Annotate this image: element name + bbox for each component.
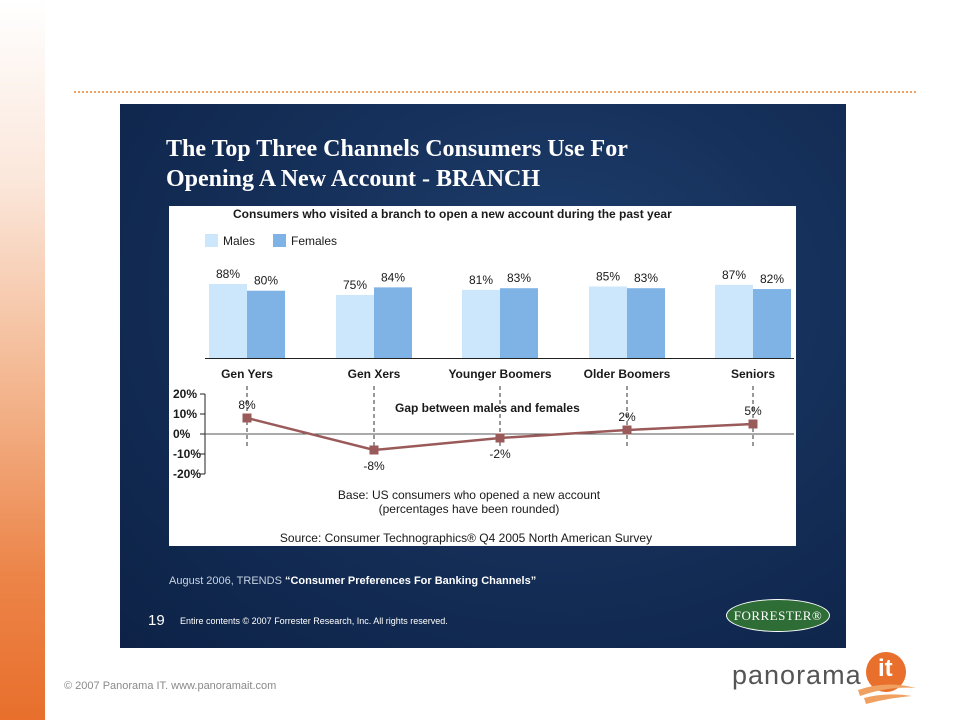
report-source-prefix: August 2006, TRENDS	[169, 575, 285, 587]
bar-value-label: 87%	[722, 268, 746, 282]
title-line-1: The Top Three Channels Consumers Use For	[166, 136, 628, 162]
category-label: Seniors	[731, 367, 775, 381]
bar-chart-title: Consumers who visited a branch to open a…	[233, 207, 672, 221]
gap-point	[242, 413, 252, 423]
bar-value-label: 84%	[381, 270, 405, 284]
base-note-line1: Base: US consumers who opened a new acco…	[338, 488, 601, 502]
gap-value-label: -2%	[489, 447, 511, 461]
gap-chart-title: Gap between males and females	[395, 401, 580, 415]
logo-it-mark: it	[878, 655, 893, 682]
forrester-logo: FORRESTER®	[726, 599, 830, 632]
slide-copyright: Entire contents © 2007 Forrester Researc…	[180, 616, 448, 626]
bar-labels-group: 88% 80% 75% 84% 81% 83% 85% 83% 87% 82%	[216, 267, 784, 292]
bar-females-1	[247, 290, 285, 358]
slide-image: The Top Three Channels Consumers Use For…	[120, 104, 846, 648]
panorama-it-logo: panorama it	[732, 650, 932, 710]
bar-females-3	[500, 288, 538, 358]
bar-females-5	[753, 289, 791, 358]
bar-males-1	[209, 284, 247, 358]
bar-males-3	[462, 289, 500, 358]
gap-y-tick-label: 20%	[173, 387, 197, 401]
bar-value-label: 88%	[216, 267, 240, 281]
source-note: Source: Consumer Technographics® Q4 2005…	[280, 531, 652, 545]
gap-y-tick-label: -20%	[173, 467, 201, 481]
bars-group	[209, 284, 791, 358]
bar-males-5	[715, 284, 753, 358]
title-line-2: Opening A New Account - BRANCH	[166, 166, 541, 192]
legend-swatch-males	[205, 234, 218, 247]
report-source-line: August 2006, TRENDS “Consumer Preference…	[169, 575, 536, 587]
bar-females-2	[374, 287, 412, 358]
bar-value-label: 80%	[254, 274, 278, 288]
category-labels-group: Gen Yers Gen Xers Younger Boomers Older Boo…	[221, 367, 775, 381]
gap-point	[369, 445, 379, 455]
slide-title: The Top Three Channels Consumers Use For…	[166, 134, 766, 194]
orange-side-bar	[0, 0, 45, 720]
bar-value-label: 75%	[343, 278, 367, 292]
bar-value-label: 85%	[596, 270, 620, 284]
category-label: Gen Yers	[221, 367, 273, 381]
gap-y-tick-label: -10%	[173, 447, 201, 461]
gap-point	[495, 433, 505, 443]
it-swirl-icon	[858, 652, 916, 704]
report-title: “Consumer Preferences For Banking Channe…	[284, 575, 537, 587]
gap-value-label: 5%	[744, 404, 762, 418]
gap-point	[622, 425, 632, 435]
legend-label-females: Females	[291, 234, 337, 248]
bar-value-label: 81%	[469, 273, 493, 287]
bar-males-2	[336, 294, 374, 358]
category-label: Older Boomers	[584, 367, 671, 381]
bar-value-label: 82%	[760, 272, 784, 286]
category-label: Gen Xers	[348, 367, 401, 381]
legend: Males Females	[205, 234, 337, 248]
base-note-line2: (percentages have been rounded)	[379, 502, 560, 516]
gap-y-tick-label: 0%	[173, 427, 191, 441]
logo-wordmark: panorama	[732, 660, 862, 690]
chart-panel: Consumers who visited a branch to open a…	[169, 206, 796, 546]
legend-swatch-females	[273, 234, 286, 247]
gap-value-label: 8%	[238, 398, 256, 412]
bar-value-label: 83%	[507, 271, 531, 285]
bar-value-label: 83%	[634, 271, 658, 285]
legend-label-males: Males	[223, 234, 255, 248]
gap-point	[748, 419, 758, 429]
gap-value-label: -8%	[363, 459, 385, 473]
gap-axis: 20% 10% 0% -10% -20%	[173, 387, 794, 481]
gap-value-label: 2%	[618, 410, 636, 424]
bar-females-4	[627, 288, 665, 358]
footer-copyright: © 2007 Panorama IT. www.panoramait.com	[64, 680, 277, 692]
gap-line-group: 8% -8% -2% 2% 5%	[238, 398, 762, 473]
dotted-divider	[74, 91, 916, 93]
category-label: Younger Boomers	[448, 367, 551, 381]
gap-y-tick-label: 10%	[173, 407, 197, 421]
page-number: 19	[148, 612, 165, 629]
chart-svg: Consumers who visited a branch to open a…	[173, 207, 794, 545]
bar-males-4	[589, 286, 627, 358]
